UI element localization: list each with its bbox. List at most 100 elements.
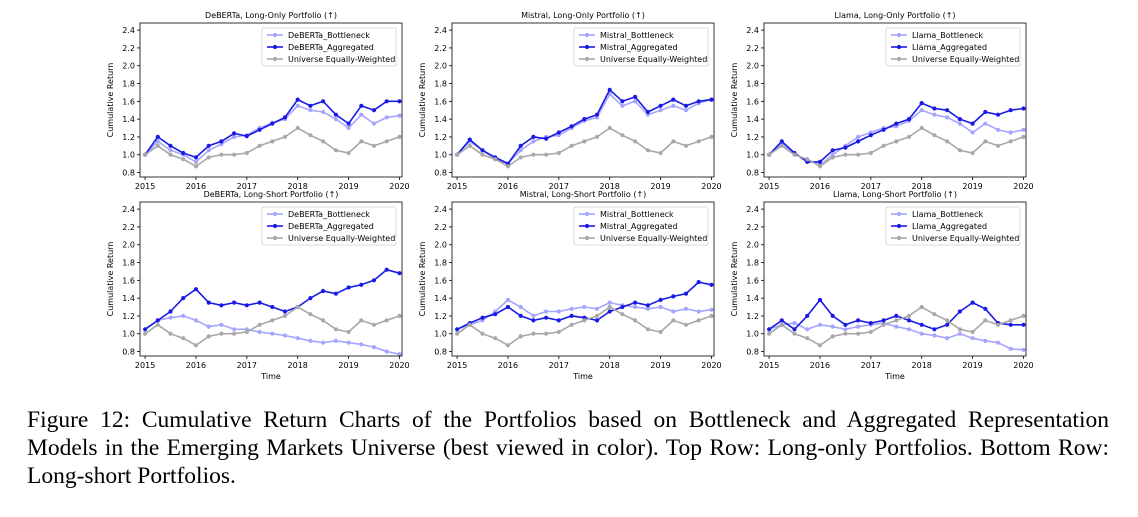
data-point <box>518 155 523 160</box>
data-point <box>219 139 224 144</box>
data-point <box>346 285 351 290</box>
data-point <box>371 278 377 283</box>
data-point <box>671 139 676 144</box>
data-point <box>779 143 784 148</box>
legend-swatch-marker <box>584 56 590 62</box>
y-axis-label: Cumulative Return <box>106 63 115 138</box>
data-point <box>805 327 810 332</box>
x-tick-label: 2016 <box>810 361 830 370</box>
data-point <box>531 134 536 139</box>
y-tick-label: 2.4 <box>434 205 447 214</box>
y-tick-label: 1.0 <box>434 330 447 339</box>
legend: DeBERTa_Bottleneck DeBERTa_Aggregated Univ… <box>261 27 397 67</box>
data-point <box>569 313 574 318</box>
axes-frame <box>763 201 1027 357</box>
data-point <box>480 315 485 320</box>
data-point <box>658 108 663 113</box>
data-point <box>219 331 224 336</box>
data-point <box>983 306 988 311</box>
data-point <box>1008 139 1013 144</box>
data-point <box>556 150 561 156</box>
chart-title: Llama, Long-Short Portfolio (↑) <box>833 190 957 199</box>
x-tick-label: 2018 <box>288 182 308 191</box>
y-tick-label: 1.0 <box>746 151 759 160</box>
data-point <box>919 108 924 113</box>
legend-entry: Universe Equally-Weighted <box>912 234 1019 243</box>
data-point <box>696 318 701 323</box>
data-point <box>333 291 338 296</box>
data-point <box>295 336 300 341</box>
data-point <box>594 306 600 311</box>
legend: DeBERTa_Bottleneck DeBERTa_Aggregated Univ… <box>261 206 397 246</box>
data-point <box>544 331 549 336</box>
data-point <box>696 280 701 285</box>
legend-entry: Mistral_Bottleneck <box>600 210 674 219</box>
data-point <box>594 112 600 117</box>
data-point <box>480 331 485 336</box>
data-point <box>397 271 402 276</box>
data-point <box>607 304 612 310</box>
x-tick-label: 2018 <box>912 361 932 370</box>
data-point <box>894 139 899 144</box>
data-point <box>709 282 714 287</box>
x-tick-label: 2019 <box>962 182 982 191</box>
x-axis-label: Time <box>884 372 905 381</box>
data-point <box>881 143 886 148</box>
data-point <box>957 121 962 126</box>
data-point <box>1021 127 1026 132</box>
legend-swatch-marker <box>272 235 278 241</box>
data-point <box>371 108 377 113</box>
data-point <box>155 143 160 148</box>
data-point <box>193 287 199 292</box>
x-tick-label: 2016 <box>498 361 518 370</box>
y-tick-label: 0.8 <box>746 348 759 357</box>
data-point <box>957 309 962 314</box>
data-point <box>658 304 663 310</box>
data-point <box>455 327 460 332</box>
data-point <box>983 338 988 343</box>
data-point <box>518 334 523 339</box>
y-tick-label: 1.0 <box>122 151 135 160</box>
chart-panel-3: Llama, Long-Only Portfolio (↑) 2015 2016 20… <box>730 11 1034 191</box>
y-tick-label: 1.4 <box>434 115 447 124</box>
y-tick-label: 1.4 <box>434 294 447 303</box>
data-point <box>645 109 650 115</box>
x-tick-label: 2018 <box>600 182 620 191</box>
data-point <box>945 139 950 144</box>
data-point <box>346 329 351 335</box>
data-point <box>970 150 975 156</box>
data-point <box>321 340 326 345</box>
data-point <box>906 117 912 122</box>
y-tick-label: 0.8 <box>746 169 759 178</box>
legend: Mistral_Bottleneck Mistral_Aggregated Univ… <box>573 206 709 246</box>
data-point <box>633 300 638 305</box>
data-point <box>1008 318 1013 323</box>
chart-title: DeBERTa, Long-Short Portfolio (↑) <box>204 190 339 199</box>
data-point <box>932 333 937 338</box>
data-point <box>856 324 861 329</box>
data-point <box>856 134 861 139</box>
data-point <box>193 155 199 160</box>
data-point <box>270 139 275 144</box>
data-point <box>792 331 797 336</box>
data-point <box>143 152 148 157</box>
y-tick-label: 2.4 <box>746 26 759 35</box>
y-tick-label: 1.4 <box>122 294 135 303</box>
data-point <box>244 134 249 139</box>
y-tick-label: 0.8 <box>434 348 447 357</box>
x-tick-label: 2020 <box>701 182 721 191</box>
data-point <box>805 313 810 318</box>
data-point <box>945 336 950 341</box>
y-tick-label: 1.6 <box>122 276 135 285</box>
y-tick-label: 2.2 <box>122 223 135 232</box>
data-point <box>894 324 899 329</box>
data-point <box>384 318 389 323</box>
data-point <box>683 103 689 108</box>
data-point <box>282 115 288 120</box>
data-point <box>206 155 211 160</box>
data-point <box>945 322 950 327</box>
y-tick-label: 2.4 <box>122 205 135 214</box>
data-point <box>779 318 784 323</box>
data-point <box>843 145 848 150</box>
y-tick-label: 1.6 <box>122 97 135 106</box>
